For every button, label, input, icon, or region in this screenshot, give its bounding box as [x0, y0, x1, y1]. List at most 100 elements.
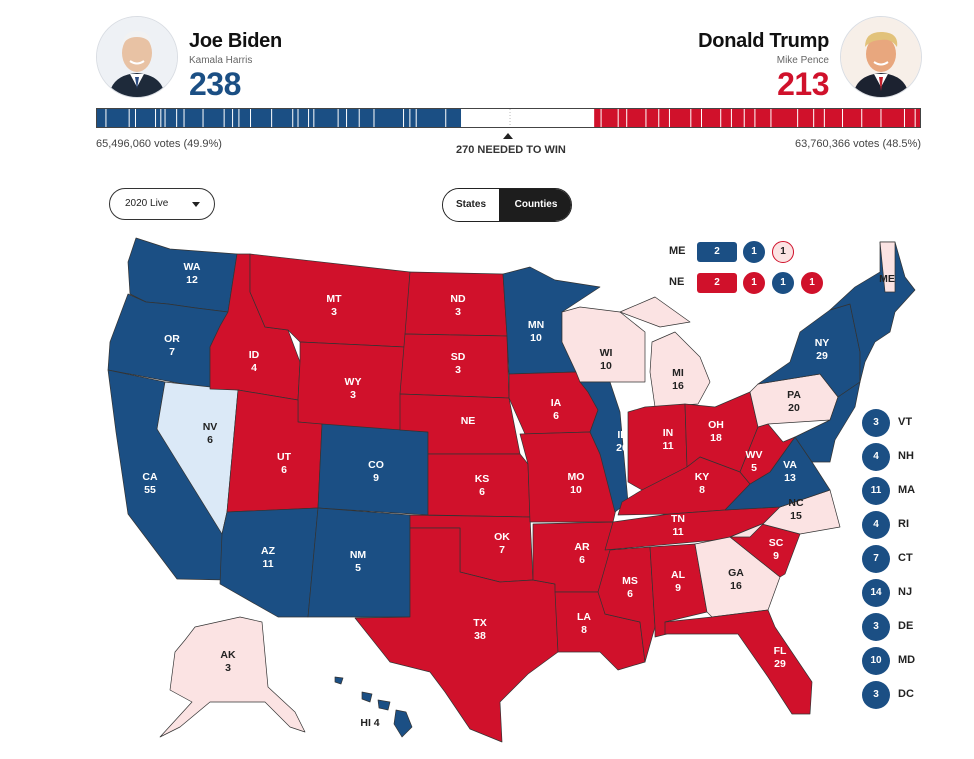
- small-state-nh-votes[interactable]: 4: [862, 443, 890, 471]
- small-state-nh-label: NH: [898, 450, 914, 462]
- bar-divider: [160, 109, 162, 127]
- state-label-nv: NV: [203, 421, 218, 433]
- toggle-counties-option[interactable]: Counties: [499, 189, 571, 221]
- state-label-tn: TN: [671, 513, 685, 525]
- bar-divider: [271, 109, 273, 127]
- ne-district-2[interactable]: 1: [772, 272, 794, 294]
- ne-district-3[interactable]: 1: [801, 272, 823, 294]
- me-district-1[interactable]: 1: [743, 241, 765, 263]
- state-label-ca: CA: [142, 471, 158, 483]
- bar-divider: [754, 109, 756, 127]
- small-state-vt-votes[interactable]: 3: [862, 409, 890, 437]
- state-ev-ar: 6: [579, 554, 585, 566]
- state-label-id: ID: [249, 349, 260, 361]
- state-ev-wy: 3: [350, 389, 356, 401]
- threshold-marker-icon: [503, 133, 513, 139]
- state-ev-mo: 10: [570, 484, 582, 496]
- ne-district-1[interactable]: 1: [743, 272, 765, 294]
- small-state-dc-votes[interactable]: 3: [862, 681, 890, 709]
- bar-divider: [202, 109, 204, 127]
- year-dropdown[interactable]: 2020 Live: [109, 188, 215, 220]
- state-ev-sc: 9: [773, 550, 779, 562]
- bar-divider: [313, 109, 315, 127]
- small-state-nj-votes[interactable]: 14: [862, 579, 890, 607]
- trump-electoral-votes: 213: [777, 66, 829, 102]
- small-state-ma-votes[interactable]: 11: [862, 477, 890, 505]
- state-ev-al: 9: [675, 582, 681, 594]
- bar-divider: [880, 109, 882, 127]
- biden-popular-votes: 65,496,060 votes (49.9%): [96, 138, 222, 150]
- bar-divider: [176, 109, 178, 127]
- state-label-il: IL: [617, 429, 627, 441]
- state-ev-id: 4: [251, 362, 257, 374]
- state-ev-ia: 6: [553, 410, 559, 422]
- state-ak[interactable]: [159, 616, 306, 738]
- state-label-nm: NM: [350, 549, 367, 561]
- state-label-ak: AK: [220, 649, 236, 661]
- small-state-md-votes[interactable]: 10: [862, 647, 890, 675]
- state-label-sc: SC: [769, 537, 784, 549]
- bar-divider: [358, 109, 360, 127]
- state-ev-nc: 15: [790, 510, 802, 522]
- ne-statewide-votes[interactable]: 2: [697, 273, 737, 293]
- state-ev-or: 7: [169, 346, 175, 358]
- bar-divider: [700, 109, 702, 127]
- bar-divider: [403, 109, 405, 127]
- bar-divider: [445, 109, 447, 127]
- bar-divider: [770, 109, 772, 127]
- state-il[interactable]: [579, 381, 629, 513]
- state-ev-il: 20: [616, 442, 628, 454]
- state-label-ga: GA: [728, 567, 744, 579]
- bar-divider: [600, 109, 602, 127]
- state-label-ut: UT: [277, 451, 292, 463]
- bar-divider: [461, 109, 463, 127]
- state-fl[interactable]: [664, 609, 813, 715]
- me-district-2[interactable]: 1: [772, 241, 794, 263]
- bar-divider: [903, 109, 905, 127]
- state-ev-ms: 6: [627, 588, 633, 600]
- small-state-de-votes[interactable]: 3: [862, 613, 890, 641]
- state-label-nd: ND: [450, 293, 466, 305]
- bar-divider: [297, 109, 299, 127]
- electoral-vote-bar-graphic: [97, 109, 920, 127]
- state-mi[interactable]: [619, 296, 711, 408]
- state-label-nc: NC: [788, 497, 804, 509]
- state-ev-ny: 29: [816, 350, 828, 362]
- state-ev-tn: 11: [672, 526, 683, 538]
- bar-divider: [183, 109, 185, 127]
- state-label-ks: KS: [475, 473, 490, 485]
- state-label-oh: OH: [708, 419, 724, 431]
- state-hi[interactable]: [334, 676, 413, 738]
- small-state-ri-votes[interactable]: 4: [862, 511, 890, 539]
- state-wi[interactable]: [561, 306, 646, 383]
- bar-divider: [134, 109, 136, 127]
- bar-divider: [658, 109, 660, 127]
- state-ev-wv: 5: [751, 462, 757, 474]
- toggle-states-option[interactable]: States: [443, 189, 499, 221]
- state-me[interactable]: [879, 241, 896, 293]
- state-ev-mi: 16: [672, 380, 684, 392]
- state-label-sd: SD: [451, 351, 466, 363]
- bar-divider: [914, 109, 916, 127]
- bar-divider: [409, 109, 411, 127]
- state-ev-fl: 29: [774, 658, 786, 670]
- year-dropdown-value: 2020 Live: [125, 198, 169, 209]
- bar-divider: [415, 109, 417, 127]
- needed-to-win-label: 270 NEEDED TO WIN: [456, 144, 566, 156]
- small-state-ct-votes[interactable]: 7: [862, 545, 890, 573]
- bar-divider: [292, 109, 294, 127]
- trump-popular-votes: 63,760,366 votes (48.5%): [795, 138, 921, 150]
- state-tx[interactable]: [354, 527, 559, 743]
- state-label-co: CO: [368, 459, 384, 471]
- trump-name: Donald Trump: [698, 30, 829, 52]
- state-label-ky: KY: [695, 471, 710, 483]
- state-ev-va: 13: [784, 472, 796, 484]
- me-statewide-votes[interactable]: 2: [697, 242, 737, 262]
- small-state-ct-label: CT: [898, 552, 913, 564]
- biden-electoral-votes: 238: [189, 66, 241, 102]
- state-mid-atlantic[interactable]: [794, 381, 861, 463]
- states-counties-toggle[interactable]: States Counties: [442, 188, 572, 222]
- state-ev-sd: 3: [455, 364, 461, 376]
- state-label-wi: WI: [600, 347, 613, 359]
